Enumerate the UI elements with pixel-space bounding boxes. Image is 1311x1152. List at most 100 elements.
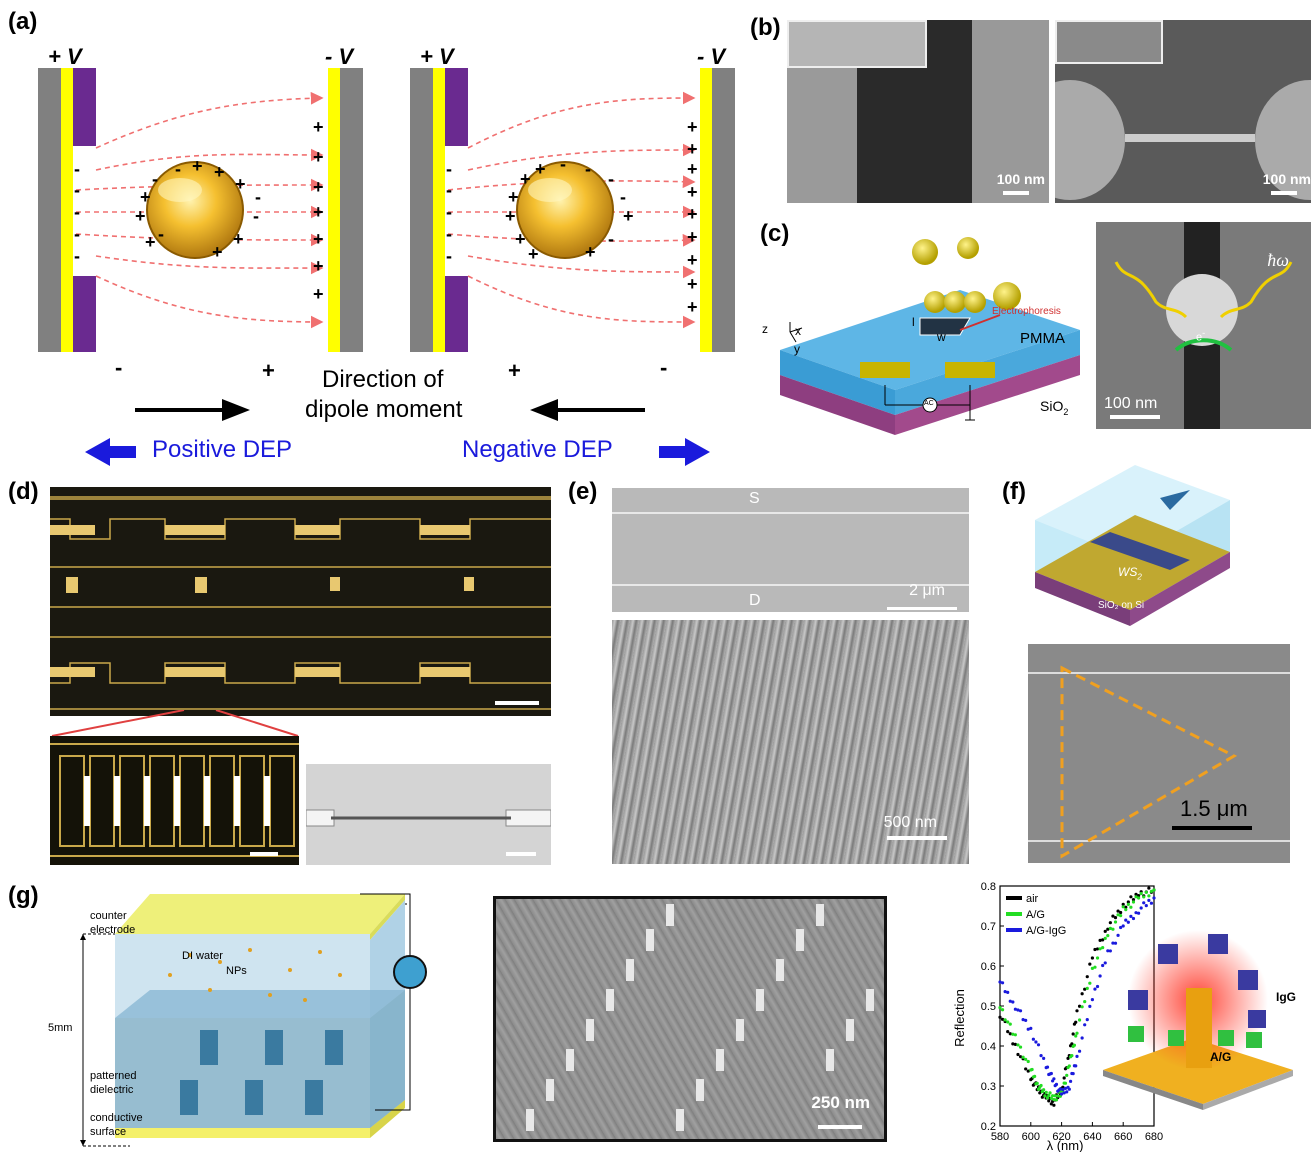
sio2-sub: 2	[1063, 406, 1069, 417]
x-tick-label: 680	[1145, 1131, 1163, 1143]
reflection-chart: 580 600 620 640 660 6800.20.30.40.50.60.70.8 …	[952, 881, 1163, 1152]
svg-text:+: +	[145, 232, 156, 252]
data-point	[1074, 1064, 1078, 1068]
data-point	[1090, 998, 1094, 1002]
data-point	[1043, 1094, 1047, 1098]
panel-g-schematic	[80, 893, 427, 1147]
svg-text:+: +	[687, 297, 698, 317]
svg-text:+: +	[505, 206, 516, 226]
data-point	[1137, 911, 1141, 915]
panel-a-diagram: ----- +++++++ -+++- + ++--++- ----- ++++++…	[38, 68, 735, 466]
svg-text:+: +	[135, 206, 146, 226]
svg-text:+: +	[313, 147, 324, 167]
svg-text:+: +	[313, 284, 324, 304]
axis-z: z	[762, 322, 768, 336]
gap-l-label: l	[912, 315, 915, 329]
data-point	[1083, 987, 1087, 991]
data-point	[1052, 1098, 1056, 1102]
svg-text:+: +	[687, 274, 698, 294]
data-point	[1030, 1067, 1034, 1072]
data-point	[1098, 974, 1102, 978]
data-point	[1144, 890, 1148, 894]
positive-dep-label: Positive DEP	[152, 436, 293, 463]
data-point	[1124, 908, 1128, 912]
igg-label: IgG	[1276, 990, 1296, 1004]
data-point	[1088, 981, 1092, 985]
data-point	[1131, 916, 1136, 921]
data-point	[1067, 1087, 1071, 1091]
svg-text:-: -	[74, 246, 80, 266]
data-point	[1139, 906, 1143, 910]
data-point	[1088, 1004, 1092, 1008]
svg-text:+: +	[313, 177, 324, 197]
data-point	[1147, 898, 1151, 902]
data-point	[1047, 1093, 1051, 1097]
data-point	[1080, 1005, 1084, 1009]
data-point	[1119, 914, 1123, 918]
svg-text:+: +	[528, 244, 539, 264]
svg-text:-: -	[446, 180, 452, 200]
data-point	[1045, 1065, 1050, 1069]
data-point	[1042, 1056, 1046, 1060]
data-point	[1008, 999, 1012, 1003]
data-point	[1119, 910, 1123, 915]
svg-text:+: +	[313, 202, 324, 222]
data-point	[1101, 938, 1105, 942]
panel-d-optical-top	[50, 487, 551, 716]
svg-text:+: +	[585, 242, 596, 262]
data-point	[1111, 941, 1115, 945]
svg-text:-: -	[560, 154, 566, 174]
data-point	[1137, 894, 1141, 898]
x-tick-label: 660	[1114, 1131, 1132, 1143]
data-point	[1121, 902, 1125, 906]
panel-d-label: (d)	[8, 478, 39, 505]
data-point	[1024, 1018, 1028, 1022]
data-point	[1008, 1032, 1012, 1036]
chart-axes: 580 600 620 640 660 680 0.2 0.3 0.4 0.5 0.6 0.7 0.8	[981, 881, 1163, 1143]
data-point	[1066, 1056, 1070, 1060]
panel-b-label: (b)	[750, 14, 781, 41]
dipole-sign-plus-right: +	[508, 358, 521, 383]
data-point	[1090, 956, 1094, 960]
data-point	[1024, 1067, 1028, 1071]
data-point	[1124, 918, 1128, 922]
data-point	[1126, 920, 1130, 924]
svg-text:-: -	[585, 159, 591, 179]
svg-text:+: +	[687, 117, 698, 137]
data-point	[1062, 1076, 1066, 1080]
legend-label: A/G-IgG	[1026, 925, 1066, 937]
data-point	[1031, 1037, 1035, 1041]
plus-v-left: + V	[48, 44, 82, 69]
x-tick-label: 580	[991, 1131, 1009, 1143]
svg-text:-: -	[620, 187, 626, 207]
data-point	[1026, 1069, 1030, 1073]
data-point	[1083, 1000, 1087, 1004]
data-point	[1121, 924, 1125, 928]
svg-text:-: -	[255, 187, 261, 207]
data-point	[1033, 1074, 1037, 1078]
conductive-surface-label-2: surface	[90, 1126, 127, 1138]
svg-text:-: -	[158, 224, 164, 244]
panel-c-sem: ħω e- 100 nm	[1096, 222, 1311, 429]
data-point	[1101, 963, 1105, 968]
panel-e-sem-top: S D 2 μm	[612, 488, 969, 612]
data-point	[1147, 886, 1151, 890]
data-point	[1152, 888, 1156, 892]
data-point	[1045, 1096, 1050, 1100]
data-point	[1106, 934, 1110, 938]
nps-label: NPs	[226, 965, 247, 977]
series-a-g-igg	[998, 896, 1156, 1096]
y-tick-label: 0.2	[981, 1121, 996, 1133]
scale-label-b-left: 100 nm	[996, 171, 1045, 187]
data-point	[1052, 1103, 1056, 1107]
data-point	[1095, 956, 1100, 960]
di-water-label: DI water	[182, 950, 223, 962]
panel-f-schematic	[1035, 465, 1230, 626]
direction-label-line2: dipole moment	[305, 396, 463, 423]
svg-text:+: +	[687, 159, 698, 179]
electron-sup: -	[1202, 328, 1206, 338]
svg-text:+: +	[212, 242, 223, 262]
svg-text:-: -	[446, 224, 452, 244]
panel-g-sem: 250 nm	[493, 896, 887, 1142]
patterned-dielectric-label-2: dielectric	[90, 1084, 134, 1096]
